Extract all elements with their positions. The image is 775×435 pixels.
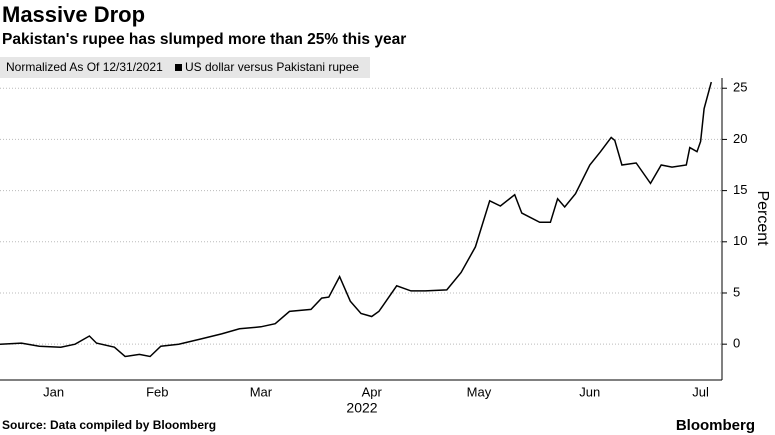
y-tick-label: 25: [733, 80, 747, 95]
note: Normalized As Of 12/31/2021: [6, 60, 163, 74]
y-tick-label: 10: [733, 233, 747, 248]
x-tick-label: Feb: [146, 384, 168, 399]
y-tick-label: 15: [733, 182, 747, 197]
legend-box: [0, 57, 370, 78]
x-tick-label: Jul: [692, 384, 709, 399]
source: Source: Data compiled by Bloomberg: [2, 418, 216, 432]
legend-swatch: [175, 64, 182, 71]
y-tick-label: 20: [733, 131, 747, 146]
x-axis-label: 2022: [346, 400, 377, 416]
x-tick-label: May: [467, 384, 492, 399]
x-tick-label: Mar: [250, 384, 273, 399]
y-tick-label: 0: [733, 336, 740, 351]
x-tick-label: Jan: [43, 384, 64, 399]
chart-title: Massive Drop: [2, 2, 145, 27]
line: [0, 81, 713, 358]
y-tick-label: 5: [733, 284, 740, 299]
chart-subtitle: Pakistan's rupee has slumped more than 2…: [2, 31, 406, 48]
x-tick-label: Apr: [362, 384, 383, 399]
brand: Bloomberg: [676, 417, 755, 434]
y-axis-label: Percent: [754, 190, 771, 246]
legend-label: US dollar versus Pakistani rupee: [185, 60, 359, 74]
x-tick-label: Jun: [579, 384, 600, 399]
